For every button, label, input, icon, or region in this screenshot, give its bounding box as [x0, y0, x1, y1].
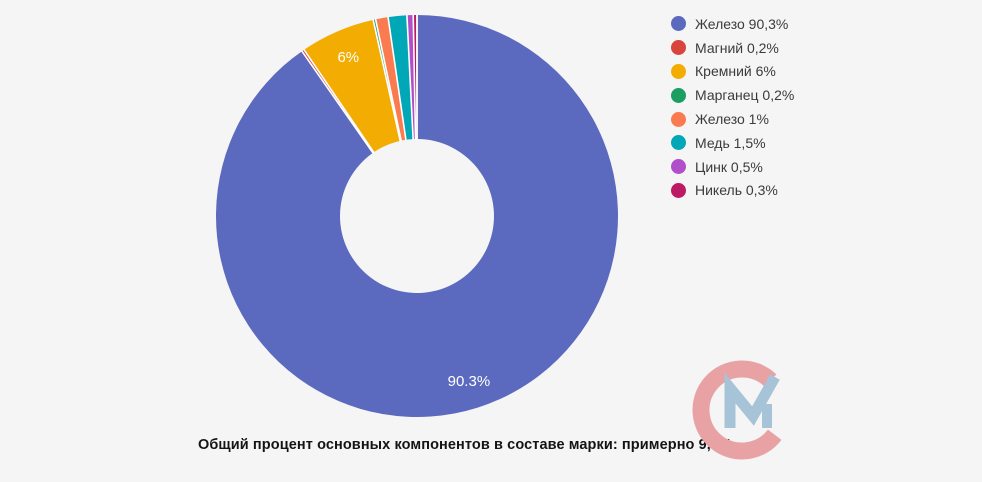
slice-separator — [303, 48, 375, 154]
legend-label: Железо 1% — [695, 111, 769, 128]
slice-separators — [300, 14, 418, 154]
watermark-logo — [692, 360, 782, 460]
slice-label: 6% — [337, 49, 359, 66]
legend-item[interactable]: Железо 1% — [671, 107, 794, 131]
legend-label: Никель 0,3% — [695, 182, 778, 199]
slice-separator — [300, 50, 374, 154]
legend-label: Марганец 0,2% — [695, 87, 795, 104]
slice-separator — [406, 14, 414, 140]
pie-slice[interactable] — [304, 19, 401, 153]
slice-label: 90.3% — [448, 373, 491, 390]
legend-item[interactable]: Магний 0,2% — [671, 36, 794, 60]
legend-item[interactable]: Железо 90,3% — [671, 12, 794, 36]
legend-item[interactable]: Никель 0,3% — [671, 179, 794, 203]
legend-swatch-icon — [671, 40, 686, 56]
pie-slice[interactable] — [215, 15, 618, 418]
legend-label: Медь 1,5% — [695, 134, 766, 151]
legend-swatch-icon — [671, 159, 686, 175]
pie-slice[interactable] — [375, 17, 406, 141]
legend-item[interactable]: Марганец 0,2% — [671, 83, 794, 107]
legend-item[interactable]: Медь 1,5% — [671, 131, 794, 155]
legend-item[interactable]: Цинк 0,5% — [671, 155, 794, 179]
slice-labels: 90.3% 6% — [337, 49, 490, 390]
legend-swatch-icon — [671, 135, 686, 151]
legend-item[interactable]: Кремний 6% — [671, 60, 794, 84]
logo-c-ring — [692, 360, 782, 460]
chart-caption: Общий процент основных компонентов в сос… — [198, 437, 733, 453]
slice-separator — [372, 19, 402, 142]
legend-label: Железо 90,3% — [695, 15, 789, 32]
slice-separator — [412, 14, 417, 140]
legend-swatch-icon — [671, 87, 686, 103]
legend-swatch-icon — [671, 182, 686, 198]
chart-legend: Железо 90,3% Магний 0,2% Кремний 6% Маргане… — [671, 12, 794, 202]
slice-separator — [387, 16, 407, 141]
legend-swatch-icon — [671, 63, 686, 79]
legend-swatch-icon — [671, 111, 686, 127]
legend-label: Цинк 0,5% — [695, 158, 763, 175]
legend-label: Кремний 6% — [695, 63, 776, 80]
legend-swatch-icon — [671, 16, 686, 32]
logo-m-checkmark-icon — [724, 372, 780, 428]
pie-slice[interactable] — [388, 15, 414, 140]
legend-label: Магний 0,2% — [695, 39, 779, 56]
slice-separator — [374, 18, 403, 142]
